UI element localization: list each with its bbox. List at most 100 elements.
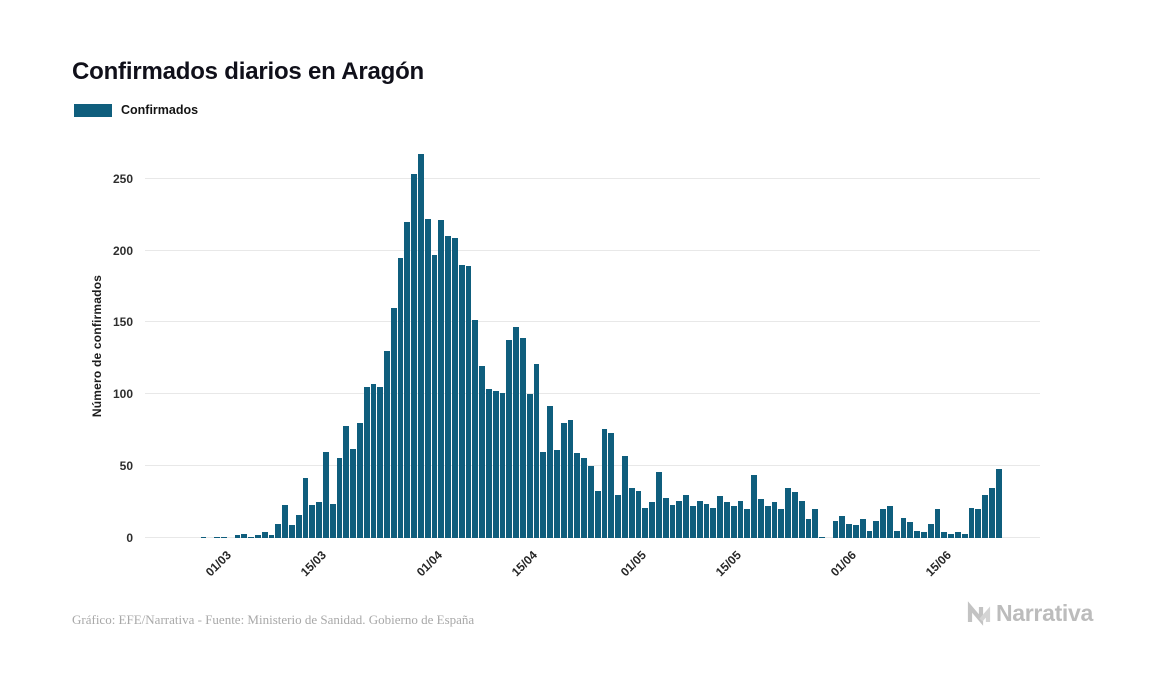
bar — [717, 496, 723, 538]
bar — [486, 388, 492, 538]
bar — [948, 533, 955, 538]
bar — [778, 509, 785, 538]
bar — [812, 509, 819, 538]
bar — [513, 326, 520, 538]
narrativa-logo-icon — [967, 600, 991, 626]
bar — [241, 533, 248, 538]
bar — [683, 494, 689, 538]
bar — [520, 338, 526, 538]
bar — [995, 469, 1002, 538]
bar — [737, 500, 744, 538]
bar — [411, 174, 418, 538]
gridline — [145, 177, 1040, 179]
gridline — [145, 465, 1040, 467]
bar — [893, 530, 900, 538]
bar — [941, 532, 948, 538]
legend: Confirmados — [74, 103, 198, 117]
bar — [730, 506, 737, 538]
y-tick-label: 100 — [112, 387, 133, 402]
bar — [295, 515, 302, 538]
bar — [384, 351, 390, 538]
bar — [669, 504, 676, 538]
bar — [452, 237, 458, 538]
bar — [465, 266, 472, 538]
bar — [764, 506, 771, 538]
bar — [418, 154, 424, 538]
bar — [390, 308, 397, 538]
bar — [975, 509, 982, 538]
bar — [961, 533, 968, 538]
bar — [819, 536, 825, 538]
bar — [363, 387, 370, 538]
bar — [839, 516, 846, 538]
bar — [499, 392, 506, 538]
bar — [859, 519, 866, 538]
bar — [601, 428, 608, 538]
bar — [431, 254, 438, 538]
bar — [302, 477, 309, 538]
bar — [642, 507, 649, 538]
bar — [751, 474, 757, 538]
bar — [343, 425, 350, 538]
bar — [492, 391, 499, 538]
bar — [649, 502, 655, 538]
bar — [574, 453, 581, 538]
bar — [689, 506, 696, 538]
bar — [744, 509, 751, 538]
bar — [424, 218, 431, 538]
bar — [350, 448, 356, 538]
bar — [785, 487, 791, 538]
bar — [309, 504, 316, 538]
bar — [445, 236, 452, 538]
bar — [567, 420, 574, 538]
bar — [458, 264, 465, 538]
x-axis-ticks: 01/03 15/03 01/04 15/04 01/05 15/05 01/06 15/06 — [203, 548, 955, 580]
bar — [526, 394, 533, 538]
bar — [900, 517, 907, 538]
bar — [723, 502, 730, 538]
gridline — [145, 393, 1040, 395]
bar — [248, 536, 254, 538]
bar — [288, 525, 295, 538]
bar — [540, 451, 547, 538]
y-axis-title-text: Número de confirmados — [90, 274, 104, 418]
bar — [846, 523, 853, 538]
bar — [982, 494, 989, 538]
bar — [710, 507, 717, 538]
bar — [798, 500, 805, 538]
bar — [805, 519, 812, 538]
bar — [608, 433, 615, 538]
bar — [676, 500, 683, 538]
bar — [832, 520, 839, 538]
y-tick-label: 50 — [119, 459, 133, 474]
bar — [220, 536, 227, 538]
bar — [581, 457, 587, 538]
bar — [275, 523, 282, 538]
y-tick-label: 0 — [126, 531, 133, 545]
y-tick-label: 250 — [112, 171, 133, 186]
bar — [914, 530, 921, 538]
bar — [921, 532, 927, 538]
bar — [968, 507, 975, 538]
bar — [322, 451, 329, 538]
bar — [560, 423, 567, 538]
bar — [989, 487, 995, 538]
y-tick-label: 200 — [112, 243, 133, 258]
source-credit: Gráfico: EFE/Narrativa - Fuente: Ministe… — [72, 612, 475, 627]
bar — [438, 220, 445, 538]
bar — [655, 471, 662, 538]
gridline — [145, 321, 1040, 323]
bars-field — [153, 150, 1002, 538]
bar — [268, 535, 275, 538]
bar — [615, 494, 621, 538]
bar — [472, 319, 479, 538]
bar — [866, 530, 873, 538]
bar — [234, 535, 241, 538]
bar — [662, 497, 669, 538]
bar — [316, 502, 322, 538]
plot-area: 0 50 100 150 200 250 01/03 15/03 01/04 15/04 01/0… — [113, 150, 1040, 579]
bar — [200, 536, 207, 538]
gridline — [145, 249, 1040, 251]
bar — [887, 506, 893, 538]
bar — [214, 536, 220, 538]
